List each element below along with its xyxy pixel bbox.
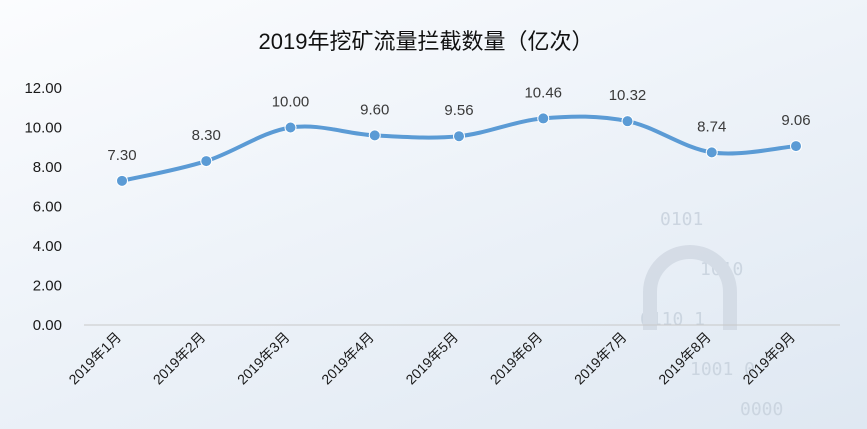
data-point — [705, 146, 718, 159]
data-label: 10.32 — [609, 87, 647, 104]
data-label: 7.30 — [107, 147, 136, 164]
data-point — [284, 121, 297, 134]
y-tick-label: 12.00 — [24, 80, 62, 97]
data-point — [621, 115, 634, 128]
data-label: 8.30 — [192, 127, 221, 144]
watermark-digits: 0000 — [740, 399, 783, 420]
x-axis: 2019年1月 2019年2月 2019年3月 2019年4月 2019年5月 2019年… — [65, 329, 798, 388]
data-point — [537, 112, 550, 125]
x-category-label: 2019年3月 — [234, 329, 293, 388]
data-points — [116, 112, 802, 187]
watermark-digits: 1001 0 — [690, 359, 755, 380]
y-tick-label: 4.00 — [33, 238, 62, 255]
x-category-label: 2019年7月 — [571, 329, 630, 388]
data-label: 9.60 — [360, 101, 389, 118]
y-tick-label: 6.00 — [33, 199, 62, 216]
y-tick-label: 0.00 — [33, 317, 62, 334]
y-tick-label: 10.00 — [24, 120, 62, 137]
x-category-label: 2019年6月 — [487, 329, 546, 388]
y-axis: 0.00 2.00 4.00 6.00 8.00 10.00 12.00 — [24, 80, 62, 334]
data-point — [116, 174, 128, 187]
y-tick-label: 8.00 — [33, 159, 62, 176]
y-tick-label: 2.00 — [33, 278, 62, 295]
x-category-label: 2019年2月 — [150, 329, 209, 388]
data-label: 9.06 — [781, 112, 810, 129]
data-point — [368, 129, 381, 142]
x-category-label: 2019年5月 — [402, 329, 461, 388]
data-point — [200, 155, 213, 168]
chart-title: 2019年挖矿流量拦截数量（亿次） — [259, 29, 594, 54]
data-point — [453, 130, 465, 143]
x-category-label: 2019年4月 — [318, 329, 377, 388]
data-label: 9.56 — [444, 102, 473, 119]
background-watermark: 0101 1010 0110 1 1001 0 0000 — [640, 209, 783, 420]
data-labels: 7.30 8.30 10.00 9.60 9.56 10.46 10.32 8.74 9.06 — [107, 84, 810, 163]
watermark-digits: 0101 — [660, 209, 703, 230]
lock-icon — [643, 245, 737, 330]
data-label: 10.00 — [272, 94, 310, 111]
data-point — [790, 140, 802, 153]
data-label: 10.46 — [524, 84, 562, 101]
series-line — [120, 114, 798, 183]
x-category-label: 2019年1月 — [65, 329, 124, 388]
data-label: 8.74 — [697, 118, 726, 135]
